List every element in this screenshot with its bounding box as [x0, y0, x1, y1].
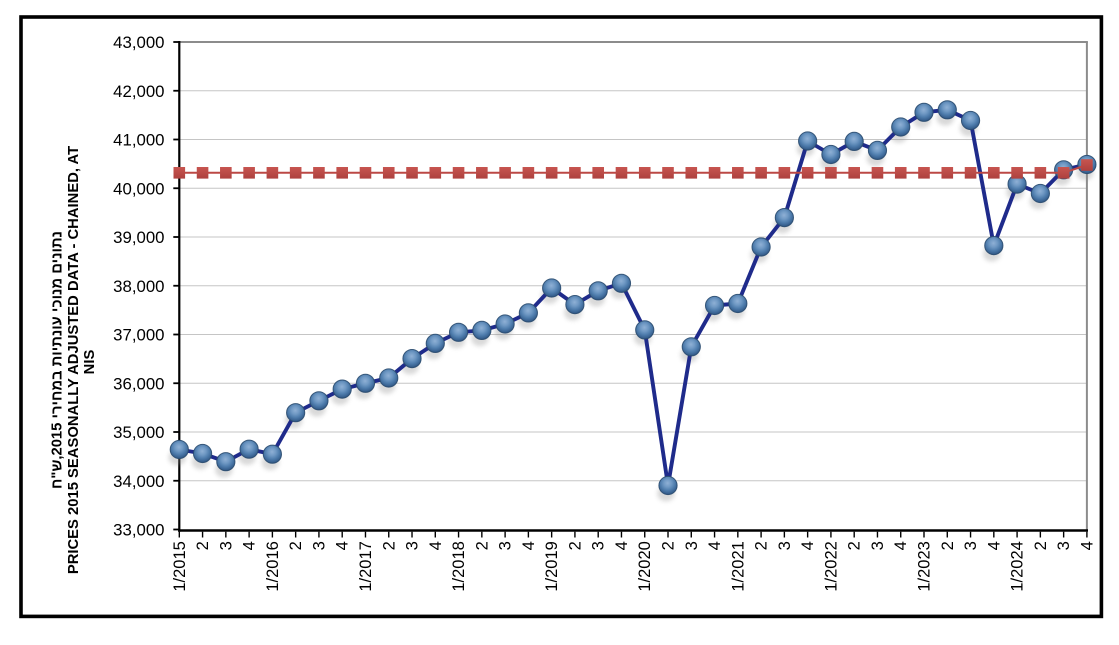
svg-text:1/2019: 1/2019: [543, 541, 561, 591]
svg-text:1/2022: 1/2022: [822, 541, 840, 591]
svg-text:1/2023: 1/2023: [916, 541, 934, 591]
svg-text:43,000: 43,000: [113, 33, 164, 52]
svg-text:2: 2: [566, 541, 584, 550]
svg-text:33,000: 33,000: [113, 521, 164, 540]
svg-text:1/2017: 1/2017: [357, 541, 375, 591]
svg-text:1/2024: 1/2024: [1009, 541, 1027, 591]
svg-text:4: 4: [1078, 541, 1096, 550]
svg-text:4: 4: [985, 541, 1003, 550]
svg-text:41,000: 41,000: [113, 131, 164, 150]
svg-text:4: 4: [334, 541, 352, 550]
svg-text:42,000: 42,000: [113, 82, 164, 101]
svg-text:4: 4: [613, 541, 631, 550]
svg-text:3: 3: [404, 541, 422, 550]
svg-text:4: 4: [706, 541, 724, 550]
svg-text:3: 3: [962, 541, 980, 550]
svg-text:2: 2: [473, 541, 491, 550]
svg-text:2: 2: [287, 541, 305, 550]
svg-text:2: 2: [660, 541, 678, 550]
svg-text:4: 4: [892, 541, 910, 550]
svg-text:38,000: 38,000: [113, 277, 164, 296]
svg-text:2: 2: [939, 541, 957, 550]
svg-text:3: 3: [1055, 541, 1073, 550]
svg-text:2: 2: [1032, 541, 1050, 550]
svg-text:1/2020: 1/2020: [636, 541, 654, 591]
svg-text:3: 3: [497, 541, 515, 550]
svg-text:4: 4: [427, 541, 445, 550]
svg-text:34,000: 34,000: [113, 472, 164, 491]
svg-text:נתונים מנוכי עונתיות במחירי 20: נתונים מנוכי עונתיות במחירי 2015,ש"ח: [50, 231, 66, 489]
svg-text:39,000: 39,000: [113, 228, 164, 247]
svg-text:NIS: NIS: [82, 350, 98, 375]
svg-text:40,000: 40,000: [113, 179, 164, 198]
svg-text:1/2018: 1/2018: [450, 541, 468, 591]
svg-text:3: 3: [683, 541, 701, 550]
svg-text:1/2016: 1/2016: [264, 541, 282, 591]
svg-text:35,000: 35,000: [113, 423, 164, 442]
svg-text:2: 2: [380, 541, 398, 550]
svg-text:2: 2: [194, 541, 212, 550]
svg-text:3: 3: [776, 541, 794, 550]
svg-text:3: 3: [217, 541, 235, 550]
svg-text:37,000: 37,000: [113, 326, 164, 345]
svg-text:4: 4: [520, 541, 538, 550]
svg-text:3: 3: [590, 541, 608, 550]
svg-text:3: 3: [869, 541, 887, 550]
svg-text:1/2021: 1/2021: [729, 541, 747, 591]
svg-text:4: 4: [241, 541, 259, 550]
svg-text:2: 2: [846, 541, 864, 550]
svg-text:36,000: 36,000: [113, 374, 164, 393]
svg-text:PRICES 2015 SEASONALLY ADJUSTE: PRICES 2015 SEASONALLY ADJUSTED DATA - C…: [66, 146, 82, 574]
svg-text:1/2015: 1/2015: [171, 541, 189, 591]
svg-text:2: 2: [753, 541, 771, 550]
svg-text:3: 3: [310, 541, 328, 550]
svg-text:4: 4: [799, 541, 817, 550]
